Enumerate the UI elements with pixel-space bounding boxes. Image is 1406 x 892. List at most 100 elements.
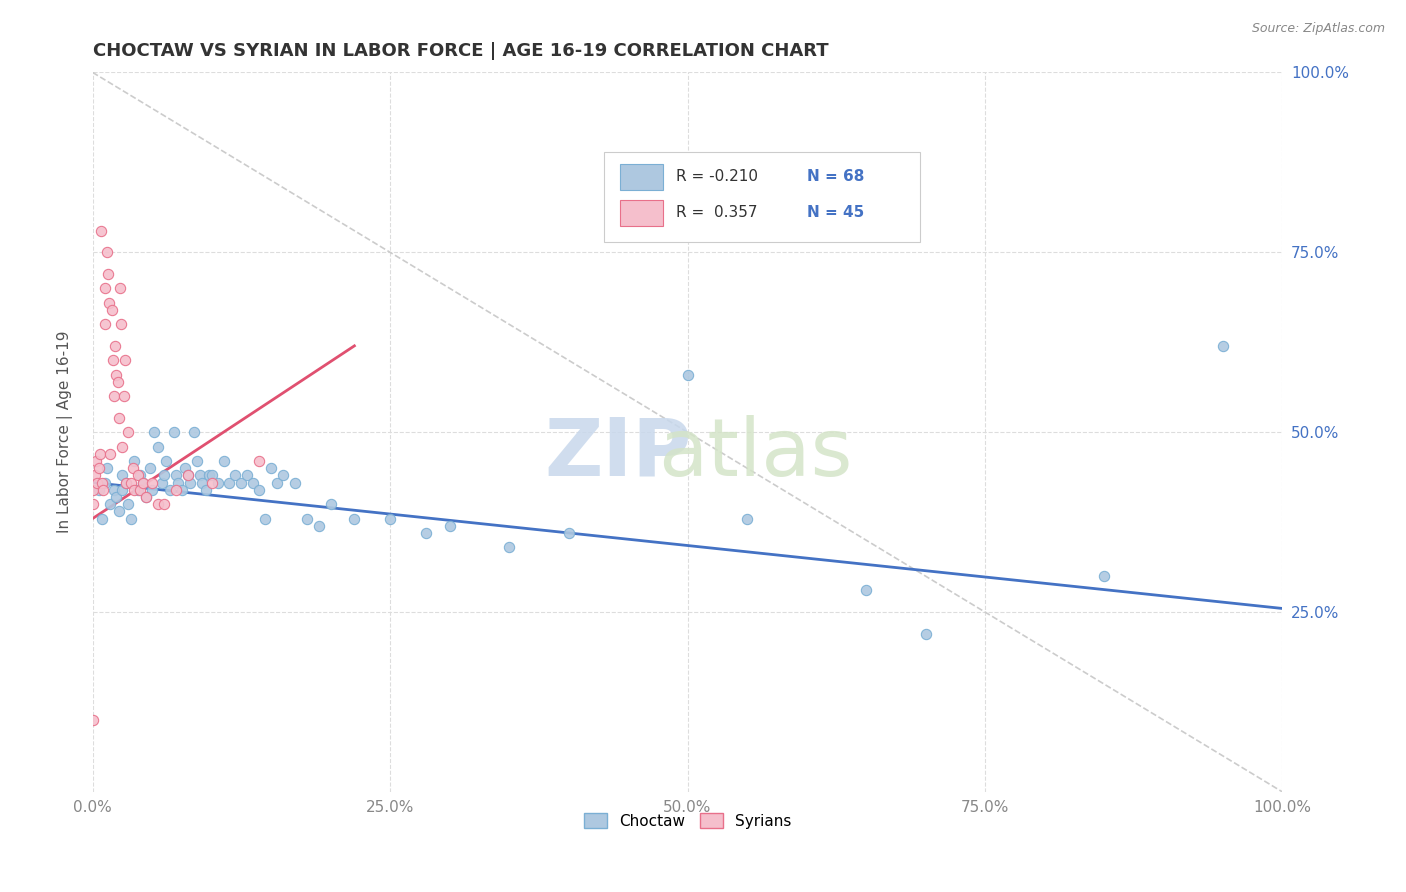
Point xyxy=(101,353,124,368)
Point xyxy=(191,475,214,490)
Point xyxy=(207,475,229,490)
Y-axis label: In Labor Force | Age 16-19: In Labor Force | Age 16-19 xyxy=(58,331,73,533)
Point xyxy=(127,468,149,483)
Point xyxy=(242,475,264,490)
Point xyxy=(120,475,142,490)
Point xyxy=(260,461,283,475)
Point xyxy=(201,475,224,490)
Point xyxy=(186,454,208,468)
Point xyxy=(103,389,125,403)
Point xyxy=(82,483,104,497)
Point xyxy=(167,475,190,490)
Point xyxy=(343,511,366,525)
Text: ZIP: ZIP xyxy=(544,415,692,492)
Point xyxy=(108,281,131,295)
FancyBboxPatch shape xyxy=(620,164,662,190)
Point xyxy=(117,425,139,440)
Point xyxy=(284,475,307,490)
Point xyxy=(129,468,152,483)
Point xyxy=(122,461,145,475)
Point xyxy=(100,497,122,511)
Point xyxy=(105,490,128,504)
Point xyxy=(135,490,157,504)
Point xyxy=(115,475,138,490)
Point xyxy=(114,353,136,368)
Point xyxy=(129,483,152,497)
Point xyxy=(170,483,193,497)
Text: Source: ZipAtlas.com: Source: ZipAtlas.com xyxy=(1251,22,1385,36)
Point xyxy=(201,468,224,483)
Point xyxy=(198,468,221,483)
Point xyxy=(271,468,294,483)
Point xyxy=(177,468,200,483)
Point xyxy=(97,267,120,281)
Point xyxy=(218,475,240,490)
Point xyxy=(319,497,342,511)
Point xyxy=(153,497,176,511)
Point xyxy=(150,475,173,490)
Point xyxy=(378,511,401,525)
Point xyxy=(131,475,153,490)
Point xyxy=(104,339,127,353)
Point xyxy=(498,541,520,555)
Point xyxy=(855,583,877,598)
Point xyxy=(82,713,104,727)
Point xyxy=(107,410,129,425)
Point xyxy=(266,475,288,490)
Point xyxy=(194,483,217,497)
Point xyxy=(439,518,461,533)
FancyBboxPatch shape xyxy=(620,200,662,226)
Point xyxy=(100,302,122,317)
Point xyxy=(247,454,270,468)
Point xyxy=(111,483,134,497)
Point xyxy=(153,468,176,483)
Point xyxy=(295,511,318,525)
Point xyxy=(103,483,125,497)
Point xyxy=(93,318,115,332)
Point xyxy=(91,483,114,497)
Point xyxy=(177,468,200,483)
Point xyxy=(236,468,259,483)
Point xyxy=(146,440,169,454)
Point xyxy=(120,511,142,525)
Point xyxy=(110,318,132,332)
Point xyxy=(415,525,437,540)
Text: N = 45: N = 45 xyxy=(807,205,863,220)
Point xyxy=(96,245,118,260)
Point xyxy=(86,475,108,490)
Point xyxy=(146,497,169,511)
Point xyxy=(111,440,134,454)
Point xyxy=(183,425,205,440)
Text: R = -0.210: R = -0.210 xyxy=(676,169,758,185)
Text: N = 68: N = 68 xyxy=(807,169,863,185)
Point xyxy=(174,461,197,475)
Point xyxy=(111,468,134,483)
Point xyxy=(138,461,160,475)
Point xyxy=(1092,569,1115,583)
Point xyxy=(127,483,149,497)
Point xyxy=(254,511,277,525)
Legend: Choctaw, Syrians: Choctaw, Syrians xyxy=(578,806,797,835)
Point xyxy=(122,483,145,497)
Point xyxy=(155,454,177,468)
Point xyxy=(165,483,187,497)
Point xyxy=(247,483,270,497)
Point xyxy=(231,475,253,490)
Point xyxy=(93,475,115,490)
Point xyxy=(96,461,118,475)
Point xyxy=(107,504,129,518)
Point xyxy=(162,425,184,440)
Point xyxy=(84,454,107,468)
Point xyxy=(143,425,166,440)
Point xyxy=(107,375,129,389)
Point xyxy=(98,295,121,310)
Point xyxy=(131,475,153,490)
Point xyxy=(179,475,201,490)
Point xyxy=(188,468,211,483)
Point xyxy=(557,525,579,540)
Point xyxy=(159,483,181,497)
Text: R =  0.357: R = 0.357 xyxy=(676,205,758,220)
Point xyxy=(93,281,115,295)
Point xyxy=(212,454,235,468)
Point xyxy=(1212,339,1234,353)
